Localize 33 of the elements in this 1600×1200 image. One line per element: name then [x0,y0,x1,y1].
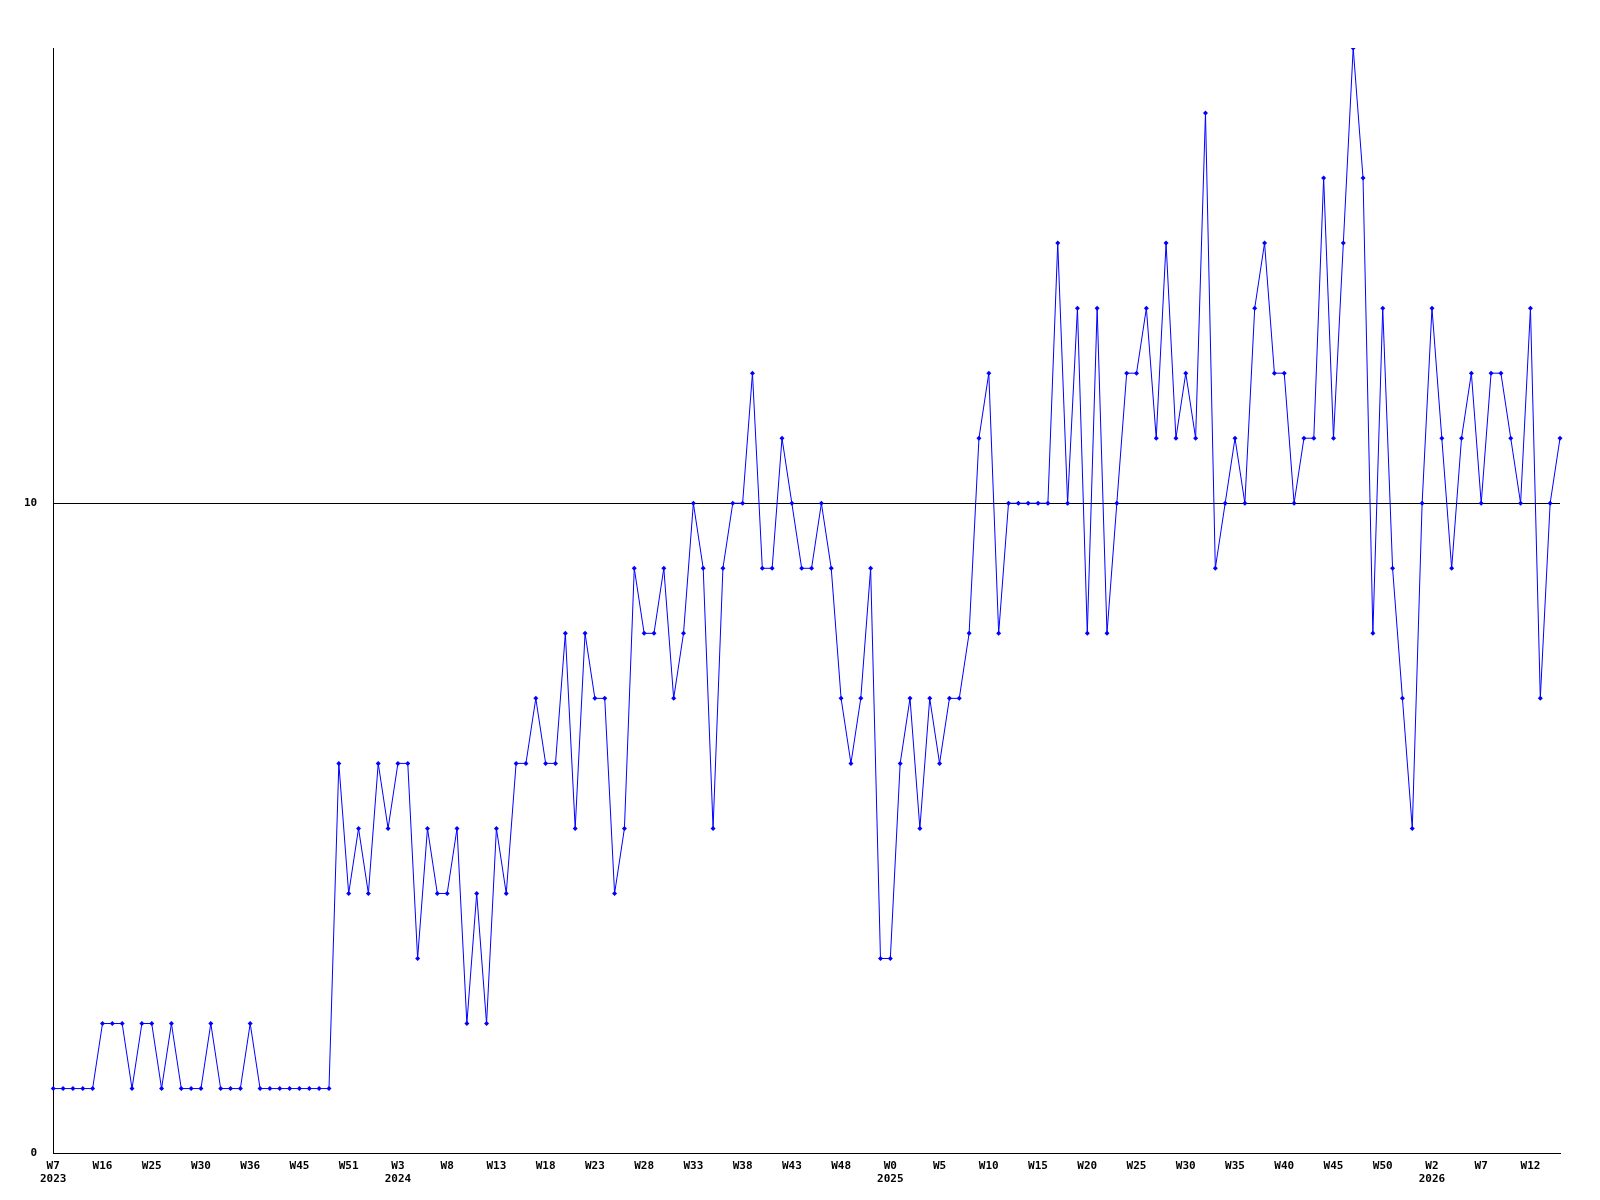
x-tick-label: W13 [486,1159,507,1173]
x-tick-label: W5 [932,1159,947,1173]
x-tick-label: W33 [683,1159,704,1173]
x-tick-label: W48 [831,1159,852,1173]
y-tick-label: 10 [24,496,38,510]
x-tick-label: W38 [732,1159,753,1173]
x-tick-label: W8 [440,1159,454,1173]
x-tick-label: W18 [535,1159,556,1173]
x-tick-label: W50 [1372,1159,1393,1173]
x-tick-label: W40 [1274,1159,1295,1173]
x-tick-label: W3 2024 [384,1159,412,1186]
x-tick-label: W30 [1175,1159,1196,1173]
x-tick-label: W36 [240,1159,261,1173]
x-tick-label: W10 [978,1159,999,1173]
x-tick-label: W16 [92,1159,113,1173]
x-tick-label: W51 [338,1159,359,1173]
x-tick-label: W43 [781,1159,802,1173]
x-tick-label: W15 [1028,1159,1048,1173]
x-tick-label: W25 [141,1159,162,1173]
y-tick-label: 0 [30,1146,38,1160]
x-tick-label: W12 [1520,1159,1541,1173]
x-tick-label: W45 [1323,1159,1344,1173]
x-tick-label: W23 [584,1159,605,1173]
x-tick-label: W20 [1077,1159,1098,1173]
x-tick-label: W0 2025 [877,1159,904,1186]
x-tick-label: W7 2023 [40,1159,67,1186]
x-tick-label: W7 [1474,1159,1488,1173]
x-tick-label: W25 [1126,1159,1147,1173]
x-tick-label: W45 [289,1159,310,1173]
x-tick-label: W2 2026 [1418,1159,1446,1186]
x-tick-label: W28 [634,1159,655,1173]
x-tick-label: W35 [1225,1159,1245,1173]
x-tick-label: W30 [191,1159,211,1173]
